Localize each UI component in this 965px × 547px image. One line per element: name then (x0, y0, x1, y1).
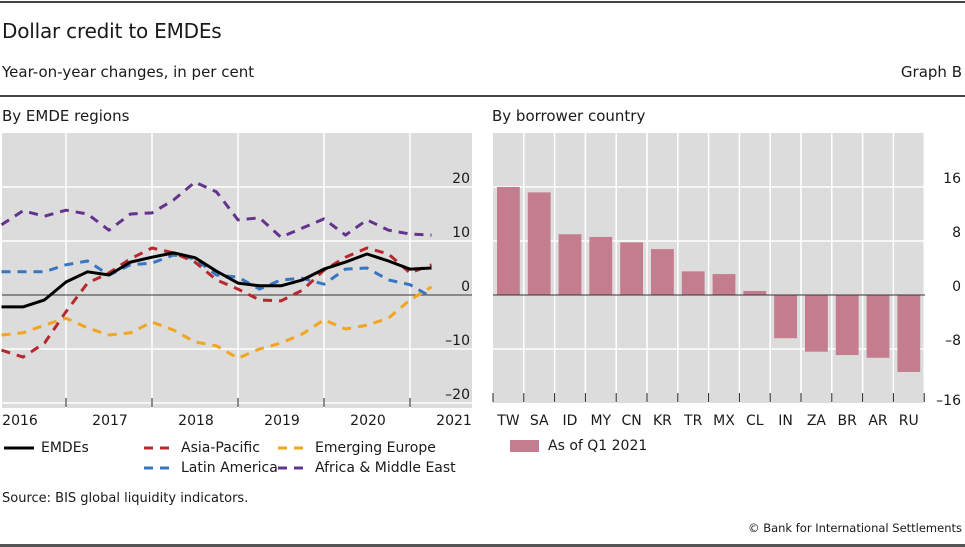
bar-ru (897, 295, 921, 372)
x-tick-label: CN (621, 413, 641, 429)
series-line-emerging-europe (1, 285, 433, 360)
legend-swatch-dashed (144, 446, 174, 450)
bar-tr (681, 271, 705, 295)
x-tick-label: IN (778, 413, 793, 429)
x-tick-label: TW (496, 413, 520, 429)
legend-label: Emerging Europe (315, 440, 436, 456)
page-title: Dollar credit to EMDEs (2, 19, 222, 43)
x-tick-label: ID (563, 413, 578, 429)
y-tick-label: 0 (461, 279, 470, 295)
x-tick-label: 2020 (350, 413, 386, 429)
source-note: Source: BIS global liquidity indicators. (2, 491, 249, 506)
legend-item-africa-middle-east: Africa & Middle East (278, 458, 456, 478)
top-rule (0, 1, 965, 3)
bar-cn (620, 242, 643, 295)
y-tick-label: 20 (452, 171, 470, 187)
legend-label: Africa & Middle East (315, 460, 456, 476)
legend-label: EMDEs (41, 440, 89, 456)
legend-swatch-bar (510, 440, 539, 452)
legend-swatch-dashed (144, 466, 174, 470)
y-tick-label: 0 (952, 279, 961, 295)
legend-swatch-solid (4, 446, 34, 450)
page-subtitle: Year-on-year changes, in per cent (2, 63, 255, 81)
legend-swatch-dashed (278, 446, 308, 450)
bar-mx (712, 274, 736, 295)
x-tick-label: TR (683, 413, 703, 429)
x-tick-label: 2018 (178, 413, 214, 429)
bar-cl (743, 290, 767, 295)
bar-tw (497, 187, 520, 295)
series-line-africa-middle-east (0, 180, 432, 239)
legend-item-latin-america: Latin America (144, 458, 278, 478)
bar-ar (866, 295, 890, 358)
legend-item-asia-pacific: Asia-Pacific (144, 438, 260, 458)
series-line-asia-pacific (1, 246, 433, 359)
bar-br (835, 295, 859, 356)
left-panel-title: By EMDE regions (2, 107, 130, 125)
left-line-chart: –20 –10 0 10 20 2016 2017 2018 2019 2020 2021 (0, 133, 472, 429)
right-panel-title: By borrower country (492, 107, 646, 125)
header-rule (0, 95, 965, 97)
bar-za (805, 295, 828, 352)
bar-sa (527, 192, 551, 295)
legend-label: Asia-Pacific (181, 440, 260, 456)
left-legend: EMDEs Asia-Pacific Latin America Emergin… (4, 438, 474, 478)
y-tick-label: 8 (952, 225, 961, 241)
bar-in (774, 295, 797, 339)
x-tick-label: 2017 (92, 413, 128, 429)
bar-my (589, 236, 613, 295)
y-tick-label: 16 (943, 171, 961, 187)
series-line-emdes (1, 251, 432, 309)
bar-id (558, 234, 582, 295)
y-tick-label: –8 (945, 333, 961, 349)
x-tick-label: CL (746, 413, 764, 429)
x-tick-label: ZA (807, 413, 827, 429)
x-tick-label: SA (530, 413, 549, 429)
legend-item-emdes: EMDEs (4, 438, 89, 458)
x-tick-label: KR (653, 413, 672, 429)
legend-swatch-dashed (278, 466, 308, 470)
x-tick-label: MY (590, 413, 611, 429)
x-tick-label: 2019 (264, 413, 300, 429)
legend-item-emerging-europe: Emerging Europe (278, 438, 436, 458)
plot-background (2, 133, 472, 408)
x-tick-label: BR (838, 413, 858, 429)
graph-id: Graph B (900, 63, 962, 81)
x-tick-label: MX (713, 413, 735, 429)
y-tick-label: 10 (452, 225, 470, 241)
y-tick-label: –10 (445, 333, 470, 349)
right-legend: As of Q1 2021 (510, 438, 647, 454)
legend-label: Latin America (181, 460, 278, 476)
legend-label: As of Q1 2021 (548, 438, 648, 454)
x-tick-label: AR (868, 413, 888, 429)
x-tick-label: RU (899, 413, 919, 429)
bottom-rule (0, 544, 965, 547)
series-line-latin-america (1, 253, 433, 299)
x-tick-label: 2016 (2, 413, 38, 429)
y-tick-label: –20 (445, 387, 470, 403)
y-tick-label: –16 (936, 393, 961, 409)
x-tick-label: 2021 (436, 413, 472, 429)
copyright: © Bank for International Settlements (748, 521, 962, 535)
right-bar-chart: –16 –8 0 8 16 TW SA ID MY CN KR TR MX CL IN ZA BR AR RU (492, 133, 961, 429)
bar-kr (651, 249, 674, 295)
